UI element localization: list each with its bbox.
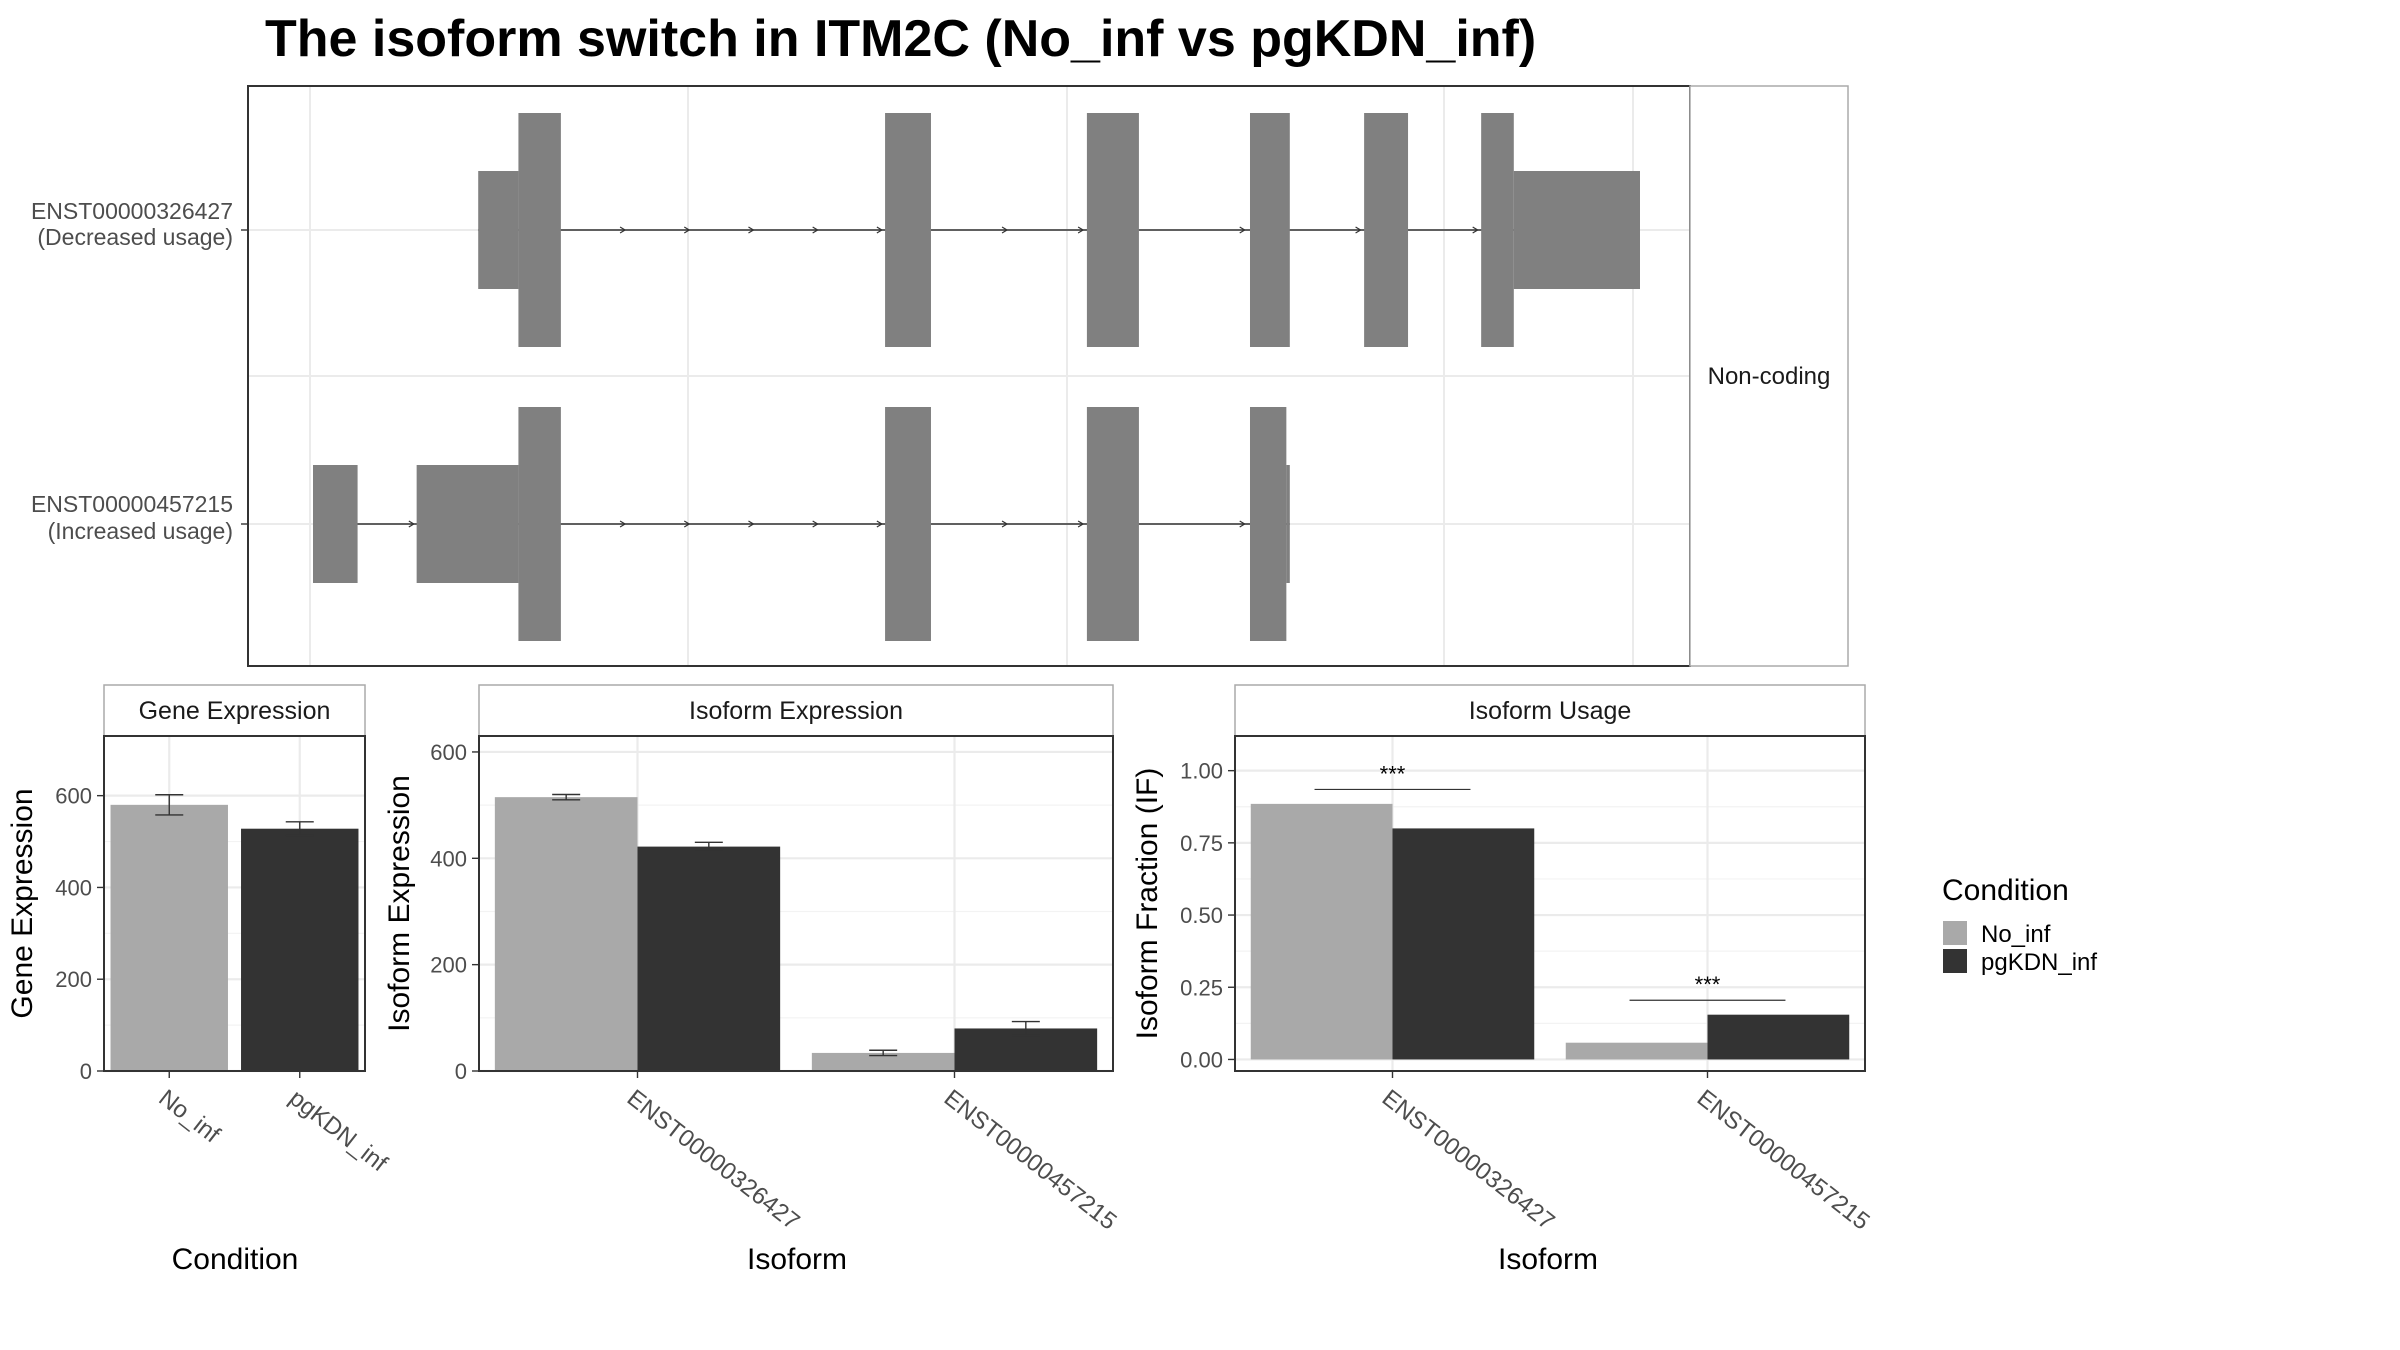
significance-label: *** — [1380, 761, 1406, 786]
x-axis-title: Condition — [172, 1243, 299, 1276]
facet-label-non-coding: Non-coding — [1708, 363, 1831, 390]
y-axis-title: Gene Expression — [6, 788, 39, 1018]
intron-arrow — [1001, 520, 1009, 528]
bar-no-inf — [1565, 1042, 1708, 1060]
exon-block — [1481, 113, 1514, 347]
x-tick-label: pgKDN_inf — [284, 1084, 392, 1177]
x-axis-title: Isoform — [1498, 1243, 1598, 1276]
exon-block — [478, 171, 519, 289]
panel-border — [478, 735, 1114, 1072]
exon-block — [1249, 407, 1287, 641]
legend-label: No_inf — [1981, 921, 2051, 948]
isoform-usage-note: (Increased usage) — [48, 518, 233, 544]
facet-strip-label: Isoform Expression — [689, 697, 903, 725]
intron-arrow — [683, 520, 691, 528]
intron-arrow — [748, 226, 755, 234]
bar-no-inf — [811, 1052, 955, 1071]
x-tick-label: ENST00000457215 — [939, 1084, 1122, 1235]
exon-block — [313, 465, 358, 583]
exon-block — [518, 407, 561, 641]
exon-block — [1364, 113, 1409, 347]
exon-block — [1249, 113, 1290, 347]
exon-block — [1086, 407, 1139, 641]
bar-no-inf — [110, 804, 228, 1071]
y-tick-label: 600 — [55, 784, 92, 809]
isoform-usage-note: (Decreased usage) — [37, 224, 233, 250]
y-tick-label: 0 — [455, 1059, 467, 1084]
legend-key-no-inf — [1943, 921, 1967, 945]
isoform-label: ENST00000457215 — [31, 491, 233, 517]
exon-block — [885, 113, 931, 347]
y-tick-label: 400 — [430, 846, 467, 871]
panel-border — [103, 735, 366, 1072]
intron-arrow — [683, 226, 691, 234]
intron-arrow — [812, 226, 819, 234]
panel-border — [1234, 735, 1866, 1072]
facet-strip-right — [1689, 85, 1849, 667]
bar-pgkdn-inf — [1707, 1014, 1850, 1060]
y-tick-label: 0.75 — [1180, 831, 1223, 856]
intron-arrow — [876, 520, 884, 528]
intron-arrow — [812, 520, 819, 528]
intron-arrow — [1077, 226, 1085, 234]
y-tick-label: 200 — [430, 953, 467, 978]
exon-block — [518, 113, 561, 347]
y-tick-label: 0.50 — [1180, 903, 1223, 928]
legend-key-pgkdn-inf — [1943, 949, 1967, 973]
exon-block — [1513, 171, 1640, 289]
y-tick-label: 400 — [55, 875, 92, 900]
exon-block — [885, 407, 931, 641]
facet-strip — [478, 684, 1114, 737]
intron-arrow — [876, 226, 884, 234]
legend-label: pgKDN_inf — [1981, 949, 2097, 976]
facet-strip — [103, 684, 366, 737]
figure-title: The isoform switch in ITM2C (No_inf vs p… — [265, 10, 1536, 68]
bar-no-inf — [494, 797, 638, 1071]
y-tick-label: 200 — [55, 967, 92, 992]
y-tick-label: 600 — [430, 740, 467, 765]
facet-strip-label: Isoform Usage — [1469, 697, 1632, 725]
isoform-label: ENST00000326427 — [31, 198, 233, 224]
legend-title: Condition — [1942, 874, 2069, 907]
exon-block — [1086, 113, 1139, 347]
x-axis-title: Isoform — [747, 1243, 847, 1276]
facet-strip-label: Gene Expression — [139, 697, 331, 725]
bar-pgkdn-inf — [637, 846, 781, 1071]
intron-arrow — [408, 520, 415, 528]
x-tick-label: ENST00000326427 — [1377, 1084, 1560, 1235]
y-tick-label: 1.00 — [1180, 759, 1223, 784]
intron-arrow — [1077, 520, 1085, 528]
exon-block — [1286, 465, 1290, 583]
exon-block — [416, 465, 519, 583]
bar-no-inf — [1250, 803, 1393, 1060]
y-axis-title: Isoform Expression — [383, 775, 416, 1032]
intron-arrow — [1239, 520, 1246, 528]
y-axis-title: Isoform Fraction (IF) — [1131, 768, 1164, 1040]
x-tick-label: ENST00000326427 — [622, 1084, 805, 1235]
significance-label: *** — [1695, 972, 1721, 997]
y-tick-label: 0.25 — [1180, 975, 1223, 1000]
intron-arrow — [1239, 226, 1246, 234]
intron-arrow — [1355, 226, 1362, 234]
x-tick-label: ENST00000457215 — [1692, 1084, 1875, 1235]
intron-arrow — [1472, 226, 1479, 234]
intron-arrow — [1001, 226, 1009, 234]
x-tick-label: No_inf — [154, 1084, 226, 1148]
bar-pgkdn-inf — [1392, 828, 1535, 1060]
facet-strip — [1234, 684, 1866, 737]
intron-arrow — [619, 520, 627, 528]
y-tick-label: 0 — [80, 1059, 92, 1084]
intron-arrow — [748, 520, 755, 528]
bar-pgkdn-inf — [241, 828, 359, 1071]
y-tick-label: 0.00 — [1180, 1047, 1223, 1072]
intron-arrow — [619, 226, 627, 234]
